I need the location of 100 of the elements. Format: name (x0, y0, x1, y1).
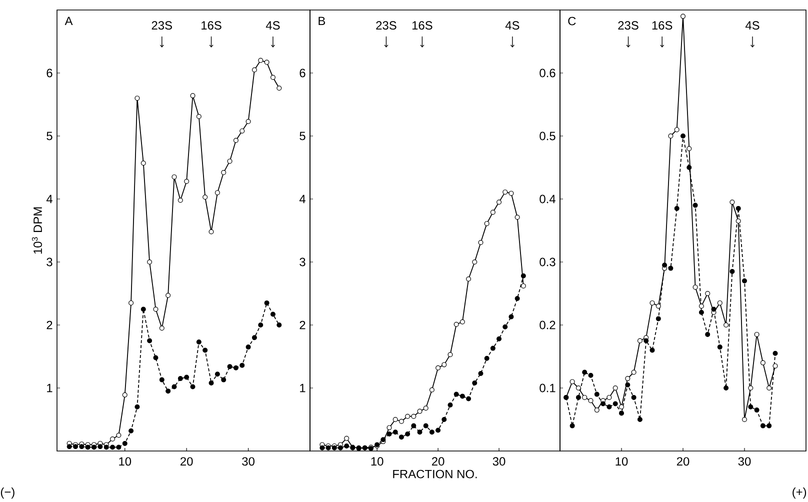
point (588, 372, 594, 378)
point (692, 284, 698, 290)
point (264, 60, 270, 65)
point (159, 377, 164, 382)
y-tick-label: 5 (46, 132, 52, 140)
point (429, 387, 434, 392)
point (612, 401, 618, 406)
point (79, 444, 84, 450)
point (705, 291, 710, 296)
point (514, 296, 520, 302)
point (98, 444, 103, 450)
point (711, 306, 716, 312)
point (320, 445, 325, 450)
point (208, 380, 214, 386)
point (386, 425, 392, 430)
point (398, 434, 404, 440)
point (423, 406, 428, 411)
point (625, 376, 630, 382)
point (344, 436, 350, 441)
point (637, 338, 642, 344)
point (258, 58, 264, 63)
point (478, 371, 484, 376)
y-tick-label: 3 (46, 258, 52, 266)
point (184, 178, 190, 184)
point (128, 300, 134, 306)
point (405, 414, 410, 419)
point (724, 386, 729, 390)
point (128, 428, 134, 434)
point (246, 344, 251, 350)
point (772, 350, 778, 356)
point (178, 376, 183, 382)
y-tick-label: 1 (47, 384, 52, 392)
point (484, 356, 490, 361)
point (717, 344, 722, 350)
point (240, 362, 245, 368)
point (742, 417, 748, 422)
chart-title: C (568, 16, 576, 26)
point (705, 332, 710, 337)
point (576, 394, 581, 400)
point (214, 372, 220, 377)
point (730, 268, 735, 274)
point (417, 430, 422, 435)
ref-line-label: 16S (652, 21, 672, 30)
point (246, 119, 251, 124)
y-tick-label: 4 (46, 194, 52, 204)
point (502, 324, 508, 330)
point (221, 170, 226, 176)
point (338, 445, 343, 450)
point (674, 127, 680, 132)
point (159, 326, 164, 331)
y-tick-label: 6 (300, 68, 306, 78)
point (520, 273, 526, 278)
point (436, 428, 441, 433)
point (748, 404, 754, 410)
point (717, 300, 722, 306)
point (190, 93, 196, 98)
point (698, 304, 704, 309)
point (650, 300, 655, 306)
point (172, 174, 177, 180)
y-tick-label: 1 (300, 384, 306, 392)
point (619, 404, 624, 410)
chart-title: A (64, 16, 73, 26)
point (405, 431, 410, 436)
point (680, 134, 686, 138)
point (668, 134, 674, 138)
point (258, 322, 264, 328)
point (680, 14, 686, 19)
point (166, 388, 171, 394)
point (233, 138, 238, 143)
point (140, 160, 146, 166)
point (116, 444, 122, 450)
point (196, 340, 202, 345)
point (600, 401, 606, 406)
point (202, 348, 208, 353)
point (606, 394, 612, 400)
point (276, 322, 282, 328)
ref-line-label: 4S (266, 21, 280, 30)
point (252, 335, 257, 340)
point (490, 210, 496, 215)
point (448, 352, 453, 358)
point (766, 386, 772, 390)
point (644, 338, 649, 344)
point (442, 417, 447, 422)
point (674, 206, 680, 211)
point (466, 276, 472, 282)
point (134, 96, 140, 101)
point (472, 380, 478, 386)
x-tick-label: 20 (676, 457, 690, 466)
ref-line-label: 23S (618, 21, 638, 30)
point (122, 440, 128, 446)
point (625, 382, 630, 388)
point (760, 360, 766, 366)
x-axis-title: FRACTION NO. (393, 470, 477, 478)
point (411, 414, 416, 419)
point (754, 332, 760, 337)
ref-line-label: 23S (376, 21, 396, 30)
point (153, 306, 158, 312)
point (104, 444, 109, 450)
point (662, 262, 668, 268)
point (478, 240, 484, 245)
